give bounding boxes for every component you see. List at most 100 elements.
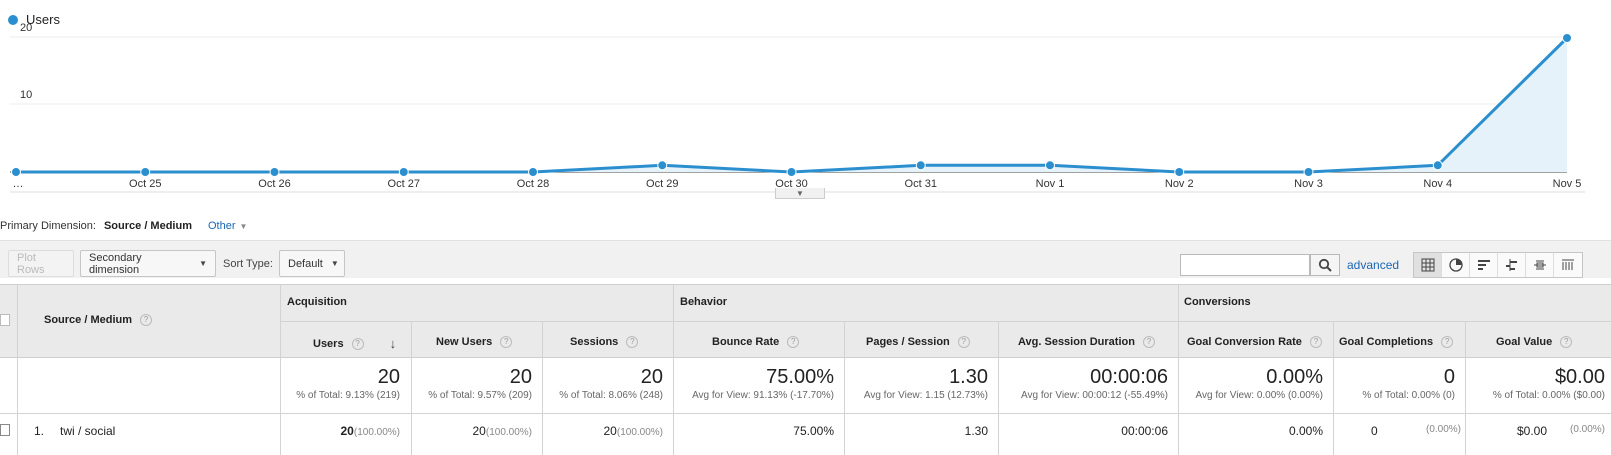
- total-sessions-sub: % of Total: 8.06% (248): [559, 390, 663, 401]
- row-goal-value-value: $0.00: [1517, 424, 1548, 438]
- total-goal-value-sub: % of Total: 0.00% ($0.00): [1492, 390, 1605, 401]
- col-goal-value-label: Goal Value: [1496, 336, 1553, 348]
- col-goal-completions[interactable]: Goal Completions ?: [1339, 336, 1454, 348]
- table-toolbar: [0, 240, 1611, 278]
- data-point[interactable]: [1174, 167, 1185, 177]
- col-sessions-label: Sessions: [570, 336, 619, 348]
- help-icon[interactable]: ?: [1441, 336, 1454, 348]
- help-icon[interactable]: ?: [1309, 336, 1322, 348]
- data-point[interactable]: [1432, 160, 1443, 171]
- col-bounce-rate-label: Bounce Rate: [712, 336, 780, 348]
- total-avg-duration-sub: Avg for View: 00:00:12 (-55.49%): [1021, 390, 1168, 401]
- help-icon[interactable]: ?: [957, 336, 970, 348]
- row-source-link[interactable]: twi / social: [60, 424, 116, 438]
- data-point[interactable]: [269, 167, 280, 177]
- x-tick-label: Oct 30: [775, 178, 808, 190]
- advanced-filter-link[interactable]: advanced: [1347, 258, 1400, 272]
- group-behavior: Behavior: [680, 296, 728, 308]
- total-pages-session-sub: Avg for View: 1.15 (12.73%): [863, 390, 988, 401]
- grid-icon: [1421, 258, 1434, 272]
- help-icon[interactable]: ?: [500, 336, 513, 348]
- primary-dimension-other[interactable]: Other ▼: [208, 220, 247, 232]
- plot-rows-button[interactable]: Plot Rows: [8, 250, 74, 277]
- col-goal-value[interactable]: Goal Value ?: [1496, 336, 1573, 348]
- row-sessions-pct: (100.00%): [616, 427, 663, 438]
- data-point[interactable]: [1045, 160, 1055, 171]
- performance-view-button[interactable]: [1470, 253, 1498, 277]
- bar-chart-icon: [1477, 260, 1490, 270]
- help-icon[interactable]: ?: [787, 336, 800, 348]
- help-icon[interactable]: ?: [1560, 336, 1573, 348]
- term-cloud-view-button[interactable]: [1526, 253, 1554, 277]
- data-point[interactable]: [11, 167, 21, 177]
- col-avg-duration[interactable]: Avg. Session Duration ?: [1018, 336, 1155, 348]
- col-users[interactable]: Users ? ↓: [313, 336, 396, 351]
- col-goal-conversion-rate[interactable]: Goal Conversion Rate ?: [1187, 336, 1322, 348]
- total-new-users-sub: % of Total: 9.57% (209): [428, 390, 532, 401]
- pie-chart-icon: [1448, 258, 1463, 272]
- row-sessions: 20(100.00%): [604, 424, 664, 438]
- series-line-users: [16, 36, 1569, 174]
- data-point[interactable]: [1562, 33, 1572, 43]
- total-users-sub: % of Total: 9.13% (219): [296, 390, 400, 401]
- help-icon[interactable]: ?: [626, 336, 639, 348]
- comparison-icon: [1505, 259, 1517, 271]
- term-cloud-icon: [1533, 260, 1546, 270]
- secondary-dimension-label: Secondary dimension: [89, 251, 142, 276]
- row-users: 20(100.00%): [341, 424, 401, 438]
- col-bounce-rate[interactable]: Bounce Rate ?: [712, 336, 800, 348]
- collapse-arrow-icon: ▼: [796, 188, 804, 198]
- users-line-chart[interactable]: [0, 0, 1611, 200]
- col-pages-session[interactable]: Pages / Session ?: [866, 336, 970, 348]
- row-users-value: 20: [340, 424, 354, 438]
- series-area: [16, 38, 1567, 172]
- comparison-view-button[interactable]: [1498, 253, 1526, 277]
- row-new-users: 20(100.00%): [473, 424, 533, 438]
- data-table-view-button[interactable]: [1414, 253, 1442, 277]
- col-avg-duration-label: Avg. Session Duration: [1018, 336, 1135, 348]
- help-icon[interactable]: ?: [351, 337, 364, 350]
- x-tick-label: …: [12, 178, 24, 190]
- y-tick-label: 10: [20, 89, 33, 101]
- col-new-users[interactable]: New Users ?: [436, 336, 513, 348]
- data-point[interactable]: [915, 160, 926, 171]
- secondary-dimension-select[interactable]: Secondary dimension ▼: [80, 250, 216, 277]
- row-new-users-value: 20: [472, 424, 486, 438]
- pie-view-button[interactable]: [1442, 253, 1470, 277]
- col-sessions[interactable]: Sessions ?: [570, 336, 639, 348]
- data-point[interactable]: [657, 160, 668, 171]
- data-point[interactable]: [1303, 167, 1314, 177]
- data-point[interactable]: [786, 167, 797, 177]
- total-goal-completions: 0: [1443, 366, 1455, 388]
- col-divider: [17, 284, 18, 455]
- sort-type-label: Sort Type:: [223, 258, 273, 270]
- col-goal-conversion-rate-label: Goal Conversion Rate: [1187, 336, 1302, 348]
- row-pages-session: 1.30: [964, 424, 988, 438]
- primary-dimension-row: Primary Dimension: Source / Medium Other…: [0, 220, 247, 232]
- x-tick-label: Oct 29: [646, 178, 679, 190]
- col-divider: [1333, 321, 1334, 455]
- data-point[interactable]: [528, 167, 538, 177]
- select-all-checkbox[interactable]: [0, 314, 10, 326]
- group-conversions: Conversions: [1184, 296, 1251, 308]
- dimension-header[interactable]: Source / Medium ?: [44, 314, 153, 326]
- pivot-view-button[interactable]: [1554, 253, 1582, 277]
- help-icon[interactable]: ?: [140, 314, 153, 326]
- search-button[interactable]: [1310, 254, 1340, 276]
- sort-type-value: Default: [288, 257, 323, 270]
- col-users-label: Users: [313, 337, 344, 350]
- sort-type-select[interactable]: Default ▼: [279, 250, 345, 277]
- chevron-down-icon: ▼: [199, 259, 207, 268]
- col-divider: [411, 321, 412, 455]
- help-icon[interactable]: ?: [1142, 336, 1155, 348]
- x-tick-label: Nov 5: [1552, 178, 1582, 190]
- chart-collapse-handle[interactable]: ▼: [775, 188, 825, 199]
- total-goal-conversion-rate: 0.00%: [1266, 366, 1323, 388]
- data-point[interactable]: [140, 167, 151, 177]
- col-goal-completions-label: Goal Completions: [1339, 336, 1434, 348]
- primary-dimension-value[interactable]: Source / Medium: [103, 220, 192, 232]
- data-point[interactable]: [398, 167, 409, 177]
- dimension-header-label: Source / Medium: [44, 314, 133, 326]
- row-checkbox[interactable]: [0, 424, 10, 436]
- table-search-input[interactable]: [1180, 254, 1310, 276]
